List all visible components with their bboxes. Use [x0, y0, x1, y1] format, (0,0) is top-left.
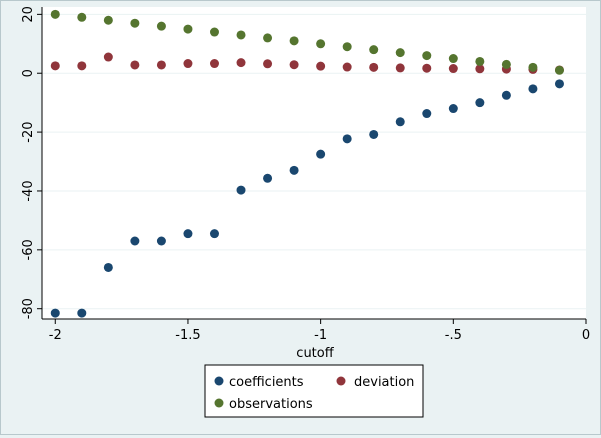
x-axis-title: cutoff	[296, 346, 334, 361]
point-observations	[448, 54, 458, 64]
point-deviation	[50, 61, 60, 71]
point-observations	[289, 36, 299, 46]
legend-label-coefficients: coefficients	[229, 375, 304, 390]
point-coefficients	[156, 236, 166, 246]
point-coefficients	[316, 149, 326, 159]
x-tick-label: -1	[314, 328, 327, 343]
legend: coefficients deviation observations	[204, 364, 424, 418]
point-observations	[50, 9, 60, 19]
point-deviation	[289, 60, 299, 70]
legend-box	[204, 364, 424, 418]
point-coefficients	[422, 109, 432, 119]
point-coefficients	[342, 134, 352, 144]
plot-area	[42, 7, 586, 319]
point-deviation	[369, 62, 379, 72]
point-deviation	[236, 58, 246, 68]
y-tick-label: 20	[21, 6, 36, 23]
point-observations	[130, 18, 140, 28]
point-observations	[528, 62, 538, 72]
point-observations	[422, 51, 432, 61]
point-coefficients	[50, 308, 60, 318]
point-coefficients	[103, 262, 113, 272]
point-deviation	[183, 59, 193, 69]
point-coefficients	[130, 236, 140, 246]
grid-layer	[42, 13, 586, 310]
x-tick-label: -2	[49, 328, 62, 343]
point-deviation	[263, 59, 273, 69]
point-coefficients	[236, 185, 246, 195]
point-observations	[103, 15, 113, 25]
x-tick-label: 0	[582, 328, 590, 343]
y-tick-label: 0	[21, 69, 36, 77]
point-deviation	[156, 60, 166, 70]
point-coefficients	[209, 229, 219, 239]
point-observations	[77, 12, 87, 22]
point-observations	[236, 30, 246, 40]
point-coefficients	[528, 84, 538, 94]
point-observations	[501, 59, 511, 69]
point-deviation	[316, 61, 326, 71]
point-observations	[263, 33, 273, 43]
point-coefficients	[289, 165, 299, 175]
point-coefficients	[448, 104, 458, 114]
x-tick-label: -1.5	[175, 328, 200, 343]
point-observations	[369, 45, 379, 55]
point-deviation	[209, 59, 219, 69]
point-deviation	[103, 52, 113, 62]
point-coefficients	[395, 117, 405, 127]
point-observations	[554, 65, 564, 75]
point-coefficients	[183, 229, 193, 239]
legend-label-deviation: deviation	[354, 375, 414, 390]
point-coefficients	[77, 308, 87, 318]
point-deviation	[342, 62, 352, 72]
point-coefficients	[369, 129, 379, 139]
point-observations	[475, 56, 485, 66]
point-observations	[342, 42, 352, 52]
legend-marker-deviation	[336, 376, 346, 386]
point-observations	[316, 39, 326, 49]
points-layer	[50, 9, 564, 318]
legend-marker-observations	[214, 398, 224, 408]
point-coefficients	[554, 79, 564, 89]
point-coefficients	[263, 173, 273, 183]
point-deviation	[475, 64, 485, 74]
point-observations	[209, 27, 219, 37]
point-deviation	[395, 63, 405, 73]
point-deviation	[448, 64, 458, 74]
y-tick-label: -40	[21, 180, 36, 201]
y-tick-label: -60	[21, 239, 36, 260]
point-observations	[156, 21, 166, 31]
point-deviation	[77, 61, 87, 71]
point-deviation	[422, 63, 432, 73]
point-coefficients	[501, 90, 511, 100]
legend-marker-coefficients	[214, 376, 224, 386]
legend-label-observations: observations	[229, 397, 313, 412]
point-deviation	[130, 60, 140, 70]
x-tick-label: -.5	[445, 328, 462, 343]
point-observations	[183, 24, 193, 34]
axis-layer: -80 -60 -40 -20 0 20 -2 -1.5 -1 -.5 0	[21, 6, 590, 343]
point-observations	[395, 48, 405, 58]
y-tick-label: -20	[21, 121, 36, 142]
y-tick-label: -80	[21, 298, 36, 319]
point-coefficients	[475, 98, 485, 108]
